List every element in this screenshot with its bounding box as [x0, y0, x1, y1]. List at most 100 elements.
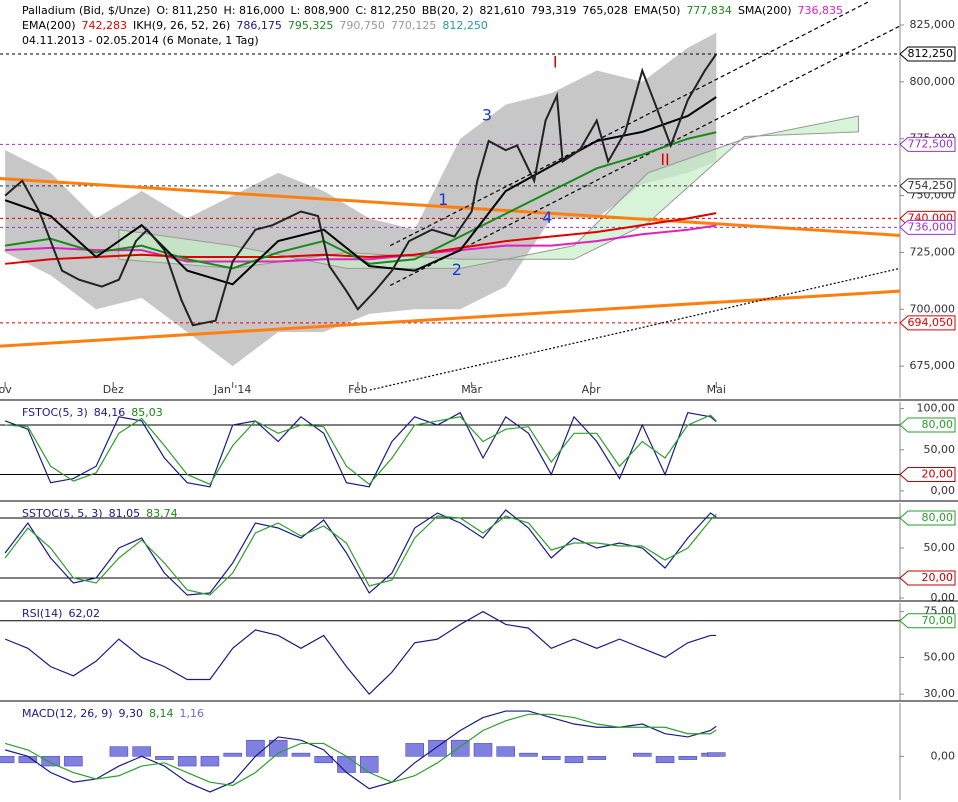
level-label: 20,00	[922, 467, 954, 480]
wave-label: 2	[452, 260, 462, 279]
histogram-bar	[359, 756, 379, 773]
legend-item: EMA(200)	[22, 19, 76, 32]
level-label: 754,250	[908, 179, 954, 192]
y-tick-label: 30,00	[924, 687, 956, 700]
legend-row: Palladium (Bid, $/Unze) O: 811,250 H: 816,…	[22, 3, 849, 18]
y-tick-label: 0,00	[931, 749, 956, 762]
histogram-bar	[291, 752, 311, 757]
legend-item: 765,028	[582, 4, 628, 17]
legend-item: 790,750	[339, 19, 385, 32]
legend-item: BB(20, 2)	[421, 4, 474, 17]
x-tick-label: Jan '14	[213, 383, 251, 396]
histogram-bar	[405, 743, 424, 757]
legend-item: EMA(50)	[633, 4, 681, 17]
panel-legend: RSI(14) 62,02	[22, 606, 106, 621]
histogram-bar	[519, 752, 538, 757]
legend-item: 742,283	[81, 19, 128, 32]
legend-row: 04.11.2013 - 02.05.2014 (6 Monate, 1 Tag…	[22, 33, 849, 48]
legend-item: SSTOC(5, 5, 3)	[22, 507, 103, 520]
legend-row: SSTOC(5, 5, 3) 81,05 83,74	[22, 506, 184, 521]
level-tag	[899, 510, 956, 526]
panel-legend: SSTOC(5, 5, 3) 81,05 83,74	[22, 506, 184, 521]
legend-item: 85,03	[131, 406, 163, 419]
legend-item: 795,325	[287, 19, 334, 32]
series-line	[5, 224, 717, 263]
legend-item: 812,250	[442, 19, 488, 32]
legend-item: 736,835	[797, 4, 844, 17]
legend-item: 62,02	[68, 607, 100, 620]
series-line	[4, 509, 717, 596]
histogram-bar	[18, 756, 38, 764]
legend-item: 770,125	[390, 19, 437, 32]
y-tick-label: 825,000	[910, 18, 956, 31]
histogram-bar	[633, 752, 652, 757]
histogram-bar	[200, 756, 220, 767]
legend-item: RSI(14)	[22, 607, 63, 620]
legend-item: O: 811,250	[156, 4, 218, 17]
panel-legend: Palladium (Bid, $/Unze) O: 811,250 H: 816,…	[22, 3, 849, 48]
legend-item: 821,610	[479, 4, 525, 17]
series-line	[5, 212, 717, 265]
level-label: 736,000	[908, 220, 954, 233]
level-tag	[899, 178, 956, 194]
y-tick-label: 725,000	[910, 245, 956, 258]
level-tag	[899, 136, 956, 152]
level-label: 694,050	[908, 316, 954, 329]
histogram-bar	[109, 746, 129, 757]
legend-item: 04.11.2013 - 02.05.2014 (6 Monate, 1 Tag…	[22, 34, 259, 47]
legend-item: 84,16	[93, 406, 126, 419]
y-tick-label: 800,000	[910, 75, 956, 88]
histogram-bar	[0, 756, 15, 764]
histogram-bar	[177, 756, 197, 767]
histogram-bar	[223, 752, 242, 757]
trendline	[389, 25, 901, 286]
y-tick-label: 700,000	[910, 302, 956, 315]
legend-row: EMA(200) 742,283 IKH(9, 26, 52, 26) 786,175…	[22, 18, 849, 33]
legend-item: C: 812,250	[355, 4, 416, 17]
ichimoku-cloud	[118, 115, 859, 269]
histogram-bar	[314, 756, 333, 764]
trendline	[0, 177, 901, 237]
y-tick-label: 0,00	[931, 591, 956, 604]
x-tick-label: Apr	[582, 383, 602, 396]
x-tick-label: Feb	[348, 383, 367, 396]
series-line	[4, 610, 717, 696]
legend-item: H: 816,000	[223, 4, 285, 17]
level-label: 812,250	[908, 47, 954, 60]
legend-row: FSTOC(5, 3) 84,16 85,03	[22, 405, 169, 420]
level-tag	[899, 315, 956, 331]
level-tag	[899, 570, 956, 586]
histogram-bar	[496, 746, 516, 757]
histogram-bar	[706, 752, 726, 757]
trendline	[369, 267, 901, 391]
bollinger-band	[5, 32, 717, 367]
level-tag	[899, 219, 956, 235]
series-line	[4, 513, 717, 596]
legend-item: 83,74	[146, 507, 178, 520]
legend-item: FSTOC(5, 3)	[22, 406, 88, 419]
legend-item: 786,175	[236, 19, 282, 32]
histogram-bar	[678, 756, 698, 760]
legend-item: L: 808,900	[290, 4, 350, 17]
x-tick-label: Dez	[103, 383, 124, 396]
y-tick-label: 675,000	[910, 359, 956, 372]
series-line	[4, 710, 717, 793]
legend-item: 1,16	[179, 707, 205, 720]
series-line	[4, 713, 717, 787]
x-tick-label: Mär	[461, 383, 482, 396]
level-label: 80,00	[922, 418, 954, 431]
histogram-bar	[587, 756, 607, 760]
trendline	[0, 289, 901, 348]
series-line	[5, 414, 717, 486]
legend-item: 777,834	[686, 4, 732, 17]
legend-item: SMA(200)	[737, 4, 792, 17]
histogram-bar	[542, 756, 561, 760]
x-tick-label: ov	[0, 383, 12, 396]
legend-item: Palladium (Bid, $/Unze)	[22, 4, 151, 17]
y-tick-label: 50,00	[924, 650, 956, 663]
y-tick-label: 0,00	[931, 484, 956, 497]
level-label: 20,00	[922, 571, 954, 584]
wave-label: 1	[438, 190, 448, 209]
series-line	[4, 411, 717, 488]
